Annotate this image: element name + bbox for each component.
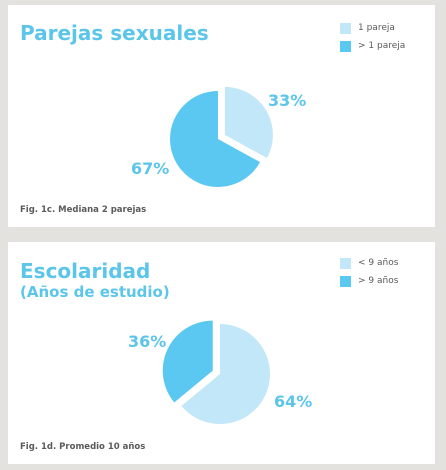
legend-label: > 1 pareja (358, 41, 406, 51)
legend-swatch-dark (340, 275, 351, 287)
chart-panel-escolaridad: Escolaridad (Años de estudio) < 9 años >… (8, 242, 435, 464)
legend-item: < 9 años (340, 254, 398, 272)
legend-label: 1 pareja (358, 23, 395, 33)
figure-caption: Fig. 1c. Mediana 2 parejas (20, 205, 147, 215)
legend: < 9 años > 9 años (340, 254, 398, 290)
legend-label: > 9 años (358, 276, 399, 286)
pie-chart (170, 86, 273, 188)
legend-item: > 9 años (340, 272, 398, 290)
pie-chart (162, 320, 270, 424)
legend-item: 1 pareja (340, 19, 405, 37)
slice-label-mas-1-pareja: 67% (131, 159, 170, 178)
chart-subtitle: (Años de estudio) (20, 283, 170, 301)
pie-slice-1 (162, 320, 213, 403)
pie-slice-1 (170, 91, 261, 188)
chart-title: Escolaridad (20, 259, 151, 283)
slice-label-mas-9-anos: 36% (128, 332, 167, 351)
figure-caption: Fig. 1d. Promedio 10 años (20, 442, 146, 452)
legend-swatch-dark (340, 40, 351, 52)
legend-swatch-light (340, 257, 351, 269)
legend-label: < 9 años (358, 258, 399, 268)
legend: 1 pareja > 1 pareja (340, 19, 405, 55)
pie-slice-0 (224, 86, 273, 159)
slice-label-menos-9-anos: 64% (274, 392, 313, 411)
legend-swatch-light (340, 22, 351, 34)
legend-item: > 1 pareja (340, 37, 405, 55)
slice-label-1-pareja: 33% (268, 91, 307, 110)
pie-slice-0 (181, 324, 270, 424)
chart-panel-parejas: Parejas sexuales 1 pareja > 1 pareja 33%… (8, 5, 435, 227)
chart-title: Parejas sexuales (20, 21, 209, 45)
